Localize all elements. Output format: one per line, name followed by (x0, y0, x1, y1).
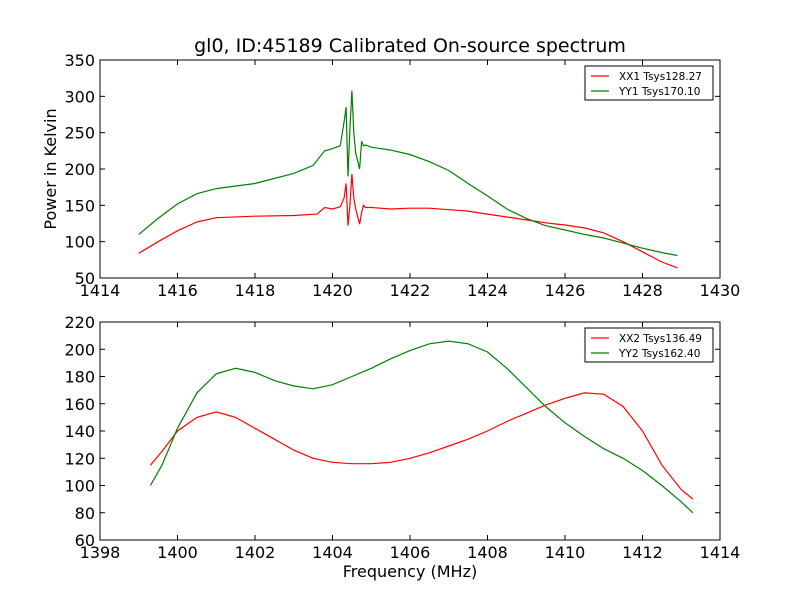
x-tick-label: 1416 (157, 281, 198, 300)
legend: XX1 Tsys128.27 YY1 Tsys170.10 (584, 65, 714, 101)
x-tick-label: 1412 (622, 543, 663, 562)
x-tick-label: 1430 (700, 281, 741, 300)
y-tick-label: 100 (64, 477, 95, 496)
y-axis-label: Power in Kelvin (41, 108, 60, 229)
legend-box (584, 65, 714, 101)
x-tick-label: 1414 (700, 543, 741, 562)
legend-box (584, 327, 714, 363)
x-tick-label: 1404 (312, 543, 353, 562)
y-tick-label: 160 (64, 395, 95, 414)
lower-plot-xx2-yy2: 1398 1400 1402 1404 1406 1408 1410 1412 1414 60 80… (64, 313, 740, 581)
legend-entry: YY2 Tsys162.40 (618, 348, 700, 360)
x-tick-label: 1418 (235, 281, 276, 300)
legend: XX2 Tsys136.49 YY2 Tsys162.40 (584, 327, 714, 363)
y-tick-label: 350 (64, 51, 95, 70)
y-tick-label: 120 (64, 449, 95, 468)
y-tick-label: 220 (64, 313, 95, 332)
legend-entry: XX1 Tsys128.27 (619, 71, 702, 83)
x-axis-label: Frequency (MHz) (343, 562, 477, 581)
x-tick-label: 1428 (622, 281, 663, 300)
x-tick-label: 1400 (157, 543, 198, 562)
x-tick-label: 1426 (545, 281, 586, 300)
x-tick-label: 1410 (545, 543, 586, 562)
x-tick-label: 1402 (235, 543, 276, 562)
x-tick-label: 1406 (390, 543, 431, 562)
series-line-xx2 (149, 392, 694, 500)
series-line-yy1 (138, 90, 678, 257)
y-tick-label: 150 (64, 196, 95, 215)
y-tick-label: 200 (64, 340, 95, 359)
x-tick-label: 1420 (312, 281, 353, 300)
x-tick-label: 1414 (80, 281, 121, 300)
upper-plot-xx1-yy1: 1414 1416 1418 1420 1422 1424 1426 1428 1430 50 10… (41, 51, 740, 300)
y-tick-label: 140 (64, 422, 95, 441)
y-tick-label: 60 (75, 531, 95, 550)
series-line-yy2 (149, 340, 694, 514)
x-tick-label: 1408 (467, 543, 508, 562)
legend-entry: XX2 Tsys136.49 (619, 333, 702, 345)
y-tick-label: 180 (64, 368, 95, 387)
x-tick-label: 1424 (467, 281, 508, 300)
y-tick-label: 100 (64, 233, 95, 252)
x-tick-label: 1422 (390, 281, 431, 300)
series-line-xx1 (138, 174, 678, 269)
y-tick-label: 250 (64, 124, 95, 143)
y-tick-label: 50 (75, 269, 95, 288)
figure-title: gl0, ID:45189 Calibrated On-source spect… (194, 35, 626, 57)
x-tick-label: 1398 (80, 543, 121, 562)
y-tick-label: 200 (64, 160, 95, 179)
legend-entry: YY1 Tsys170.10 (618, 86, 700, 98)
y-tick-label: 300 (64, 87, 95, 106)
y-tick-label: 80 (75, 504, 95, 523)
